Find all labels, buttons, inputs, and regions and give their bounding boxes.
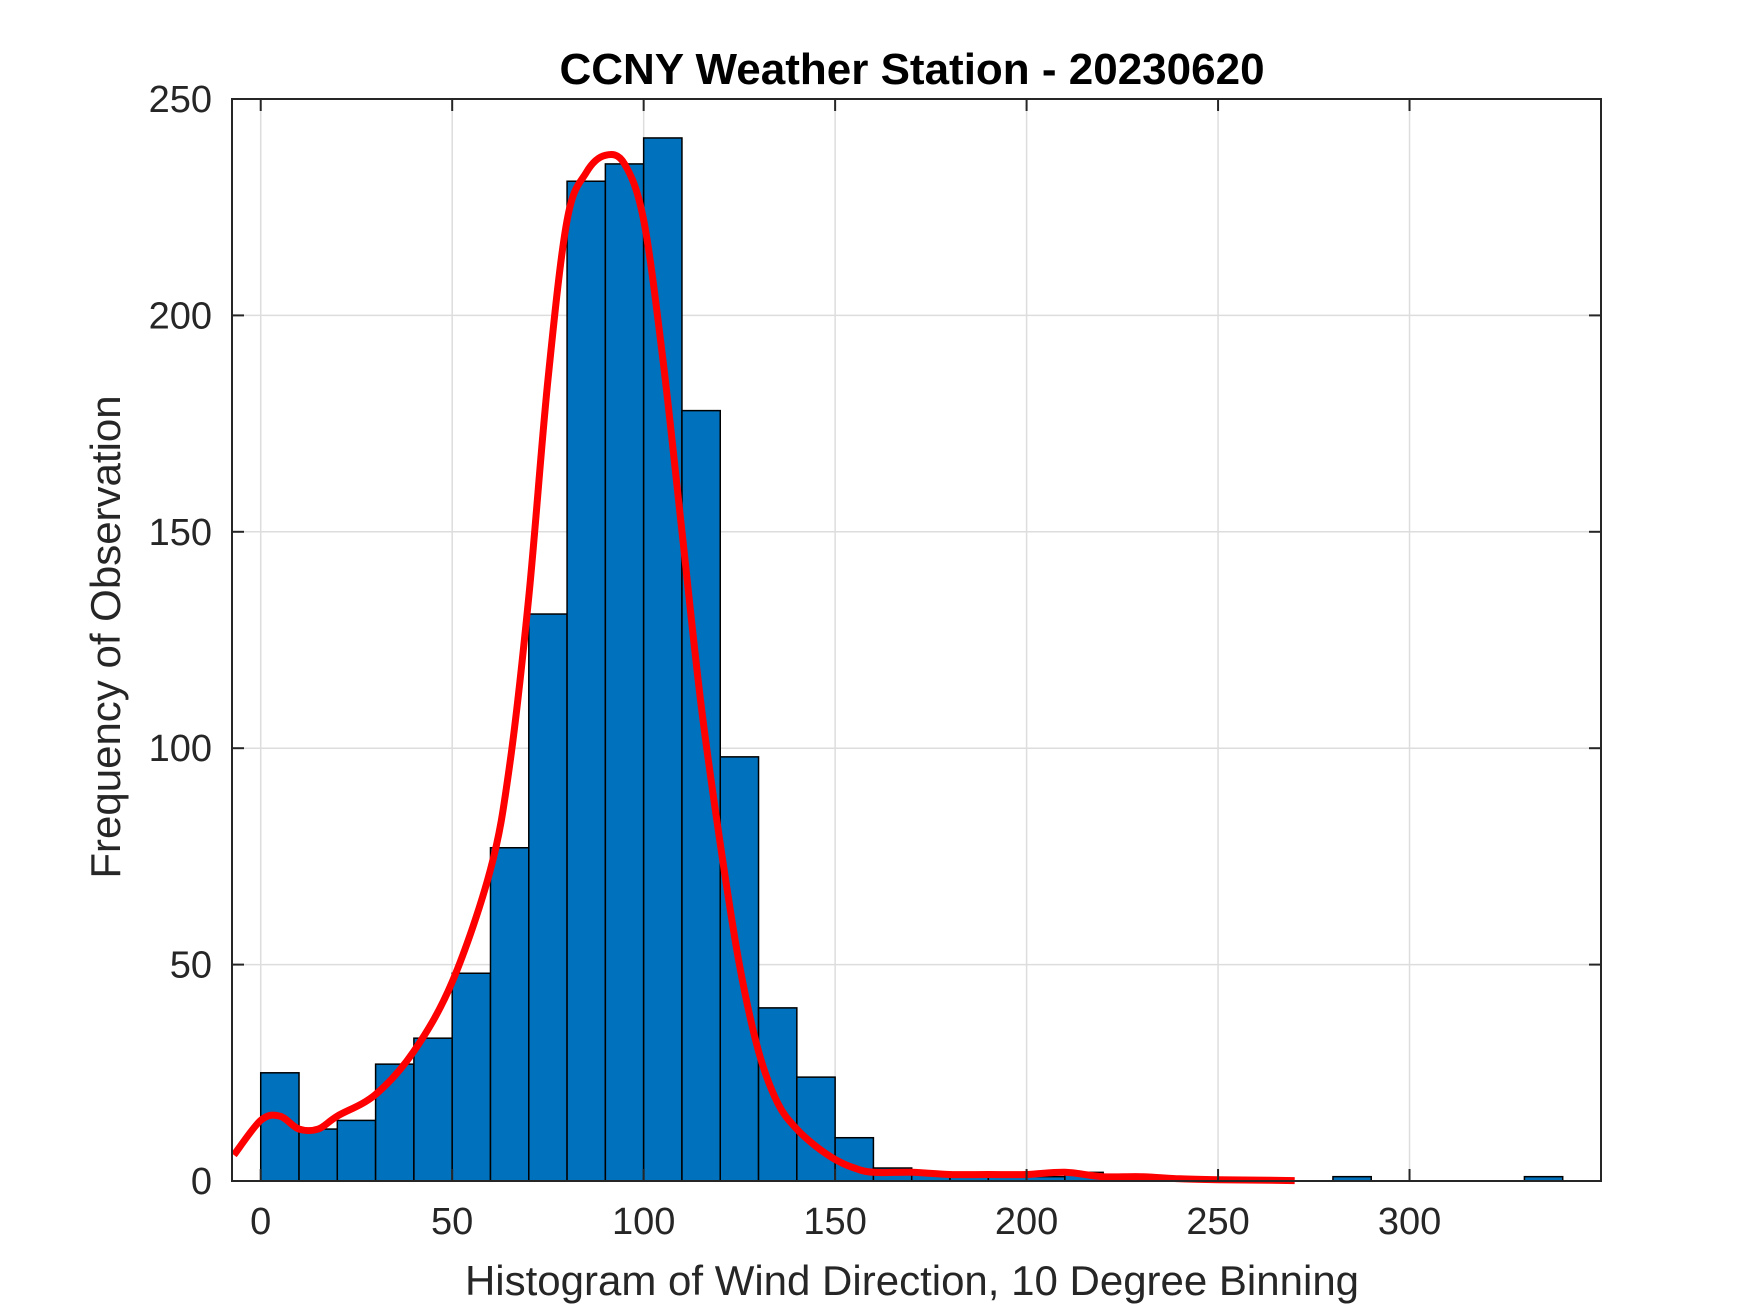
histogram-bar xyxy=(604,163,645,1182)
y-tick-label: 250 xyxy=(149,79,212,121)
histogram-bar xyxy=(757,1007,798,1182)
y-tick-label: 200 xyxy=(149,295,212,337)
histogram-bar xyxy=(336,1119,377,1182)
histogram-bar xyxy=(489,846,530,1182)
y-tick-label: 100 xyxy=(149,728,212,770)
y-tick-label: 150 xyxy=(149,512,212,554)
x-tick-label: 0 xyxy=(250,1201,271,1243)
x-axis-label: Histogram of Wind Direction, 10 Degree B… xyxy=(465,1257,1359,1304)
histogram-bar xyxy=(566,180,607,1182)
histogram-bar xyxy=(451,972,492,1182)
x-tick-label: 150 xyxy=(803,1201,866,1243)
histogram-bar xyxy=(642,137,683,1182)
tick-marks xyxy=(232,98,1601,1182)
x-tick-label: 50 xyxy=(431,1201,473,1243)
chart-title: CCNY Weather Station - 20230620 xyxy=(559,45,1264,94)
x-tick-label: 100 xyxy=(612,1201,675,1243)
x-tick-label: 250 xyxy=(1186,1201,1249,1243)
x-tick-label: 200 xyxy=(995,1201,1058,1243)
histogram-bar xyxy=(374,1063,415,1182)
histogram-bar xyxy=(796,1076,836,1182)
x-tick-label: 300 xyxy=(1378,1201,1441,1243)
fit-curve-layer xyxy=(231,150,1295,1185)
fit-curve-line xyxy=(231,150,1295,1185)
y-tick-label: 50 xyxy=(170,945,212,987)
axes-box xyxy=(231,98,1602,1182)
y-tick-label: 0 xyxy=(191,1161,212,1203)
histogram-bar xyxy=(528,613,568,1182)
histogram-bar xyxy=(298,1128,339,1182)
histogram-bars xyxy=(259,137,1564,1182)
y-axis-label: Frequency of Observation xyxy=(82,395,129,878)
histogram-bar xyxy=(413,1037,453,1182)
tick-labels: 0 50 100 150 200 250 300 0 50 100 150 200 250 xyxy=(149,79,1442,1243)
